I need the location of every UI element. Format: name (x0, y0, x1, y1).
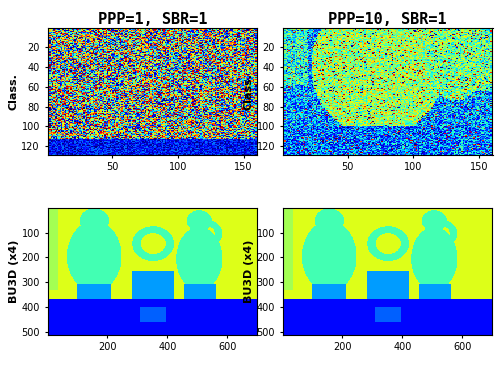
Title: PPP=10, SBR=1: PPP=10, SBR=1 (328, 11, 447, 27)
Y-axis label: BU3D (x4): BU3D (x4) (244, 240, 254, 303)
Title: PPP=1, SBR=1: PPP=1, SBR=1 (98, 11, 207, 27)
Y-axis label: Class.: Class. (244, 73, 254, 110)
Y-axis label: BU3D (x4): BU3D (x4) (8, 240, 18, 303)
Y-axis label: Class.: Class. (8, 73, 18, 110)
